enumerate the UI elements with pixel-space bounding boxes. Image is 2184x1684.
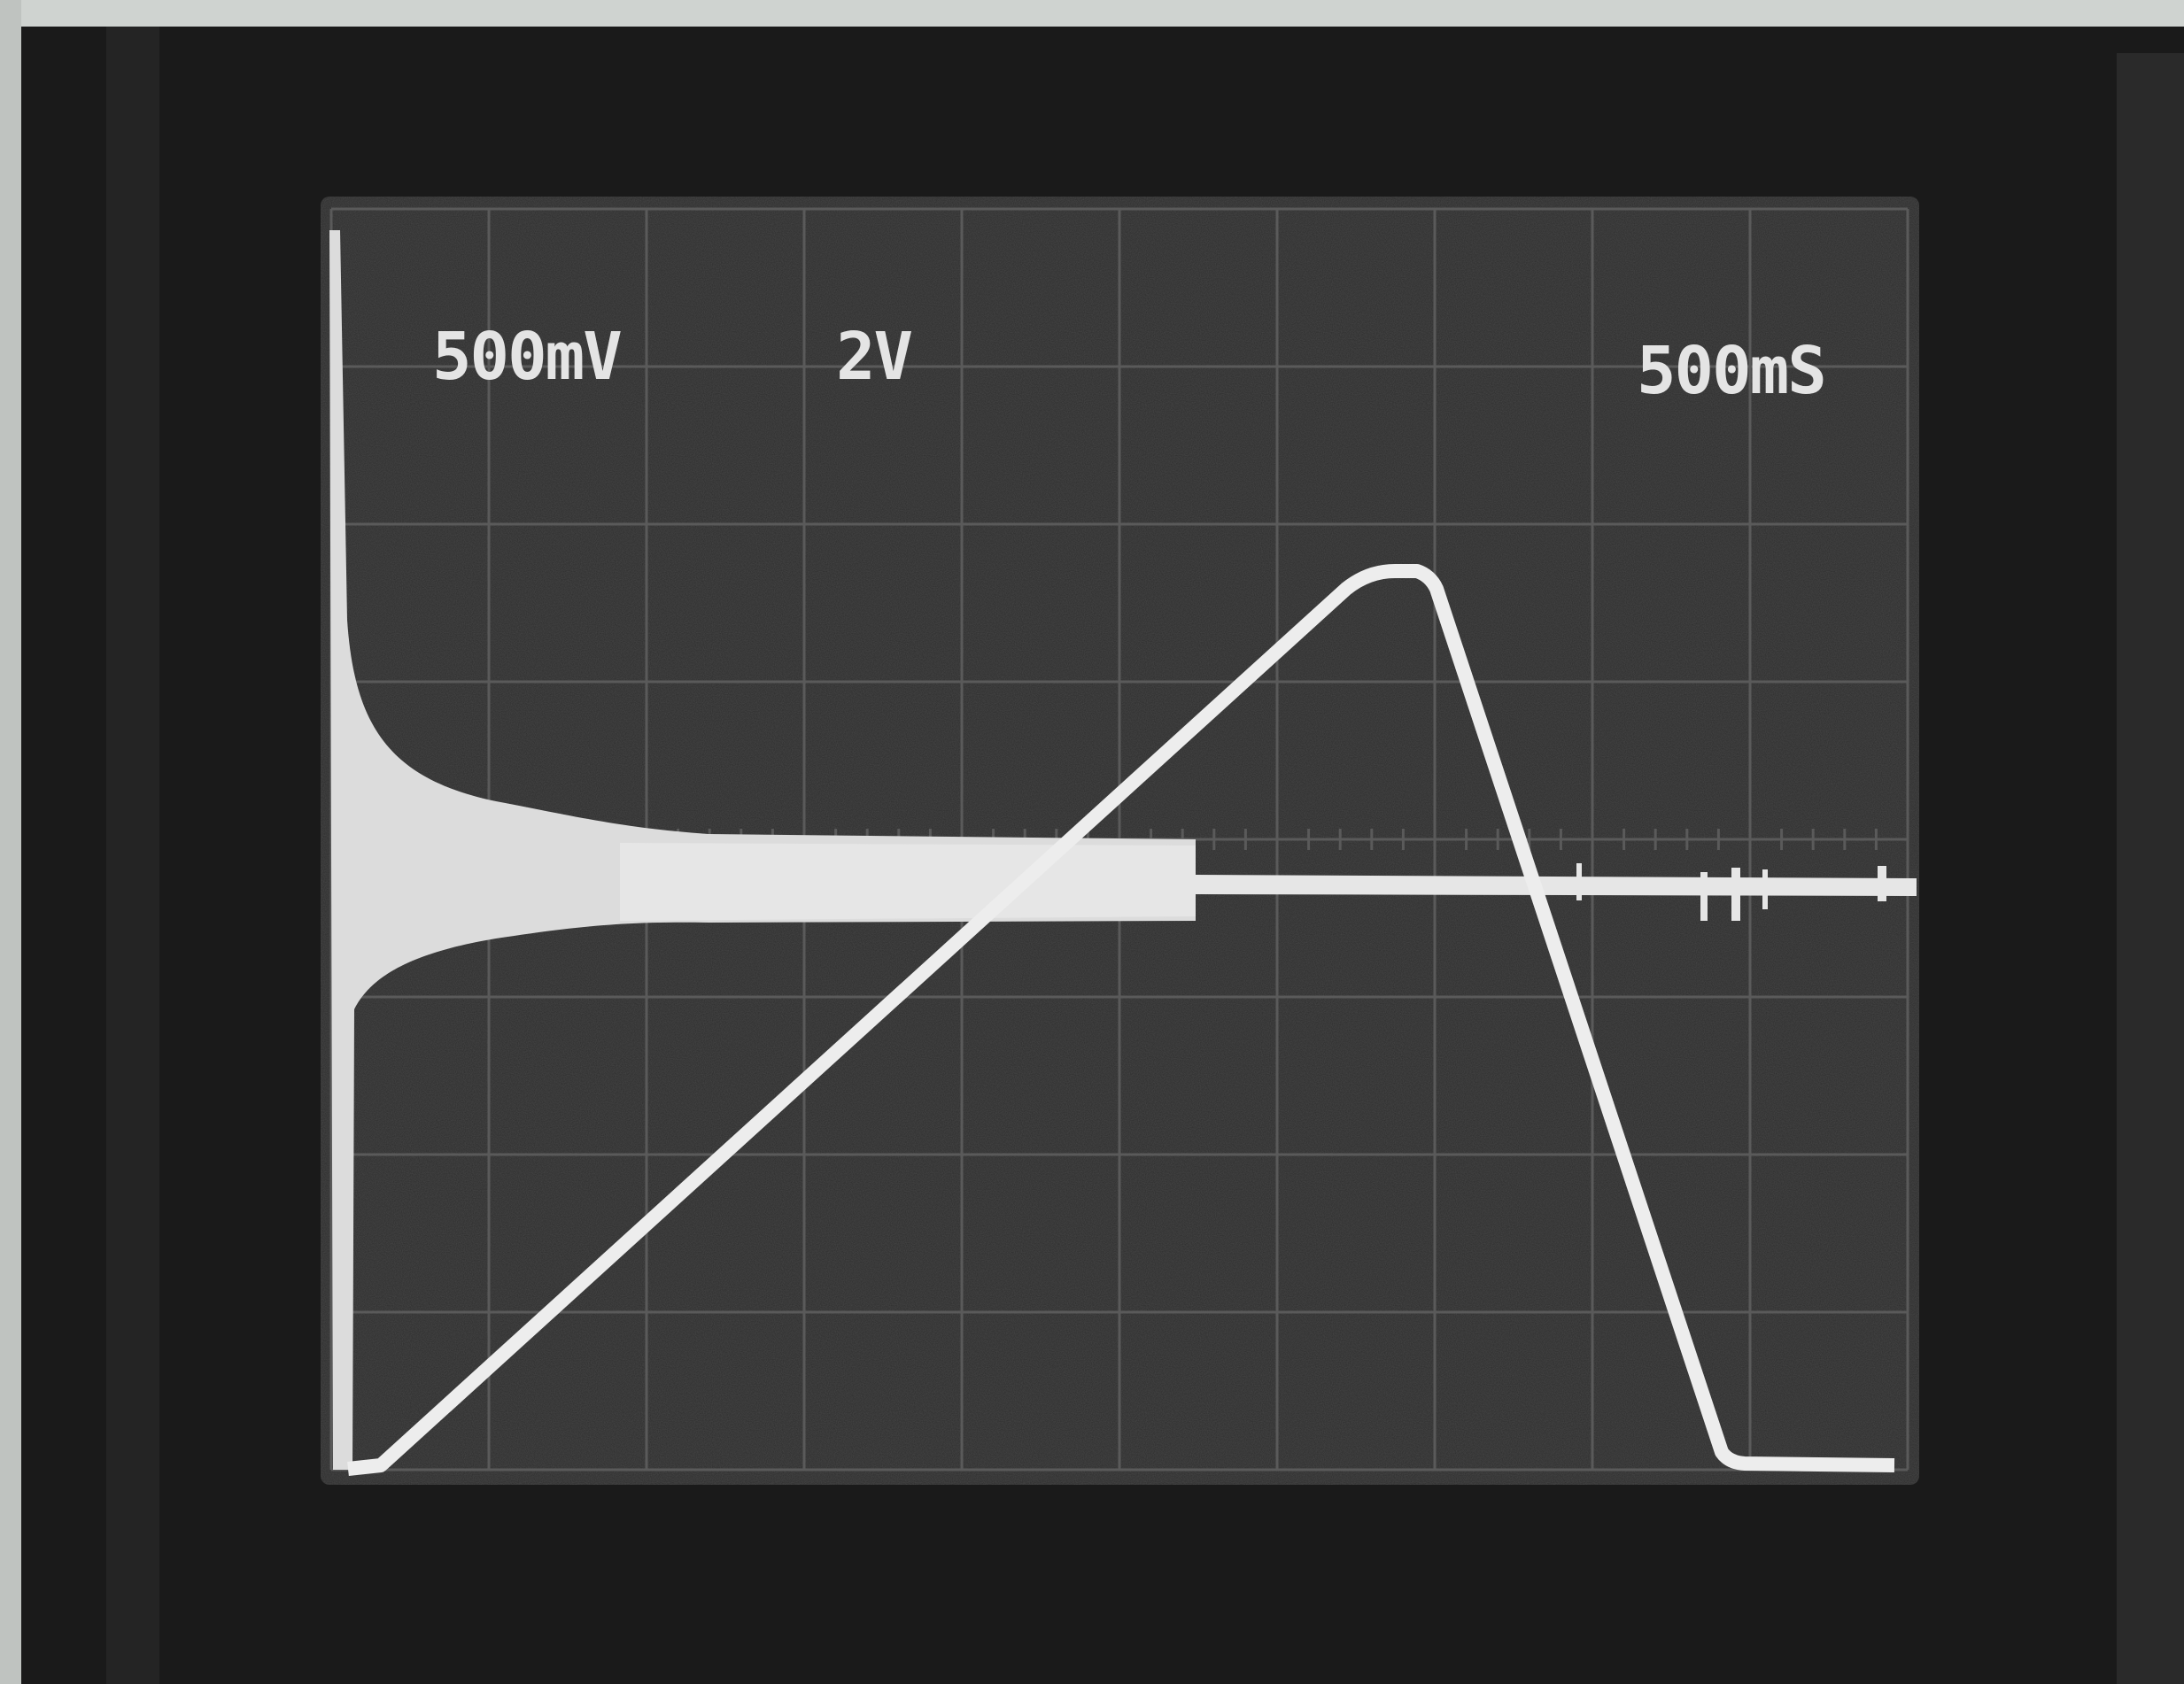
ramp-trace <box>347 564 1895 1476</box>
time-scale: 500mS <box>1637 333 1825 409</box>
right-edge <box>2117 53 2184 1684</box>
left-edge <box>0 0 21 1684</box>
bezel-shade <box>106 27 159 1684</box>
trace-band <box>620 843 1196 921</box>
channel2-scale: 2V <box>836 319 912 395</box>
trace-spikes <box>1576 863 1886 921</box>
channel1-scale: 500mV <box>432 319 621 395</box>
top-edge <box>0 0 2184 27</box>
baseline-trace <box>1196 875 1917 896</box>
